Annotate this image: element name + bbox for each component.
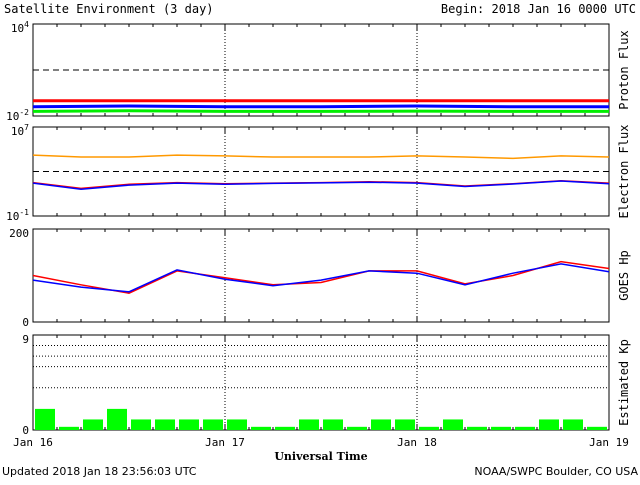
kp-bar-23 [587, 427, 607, 430]
kp-bar-8 [227, 419, 247, 430]
series-goes-hp-blue [33, 264, 609, 292]
kp-bar-22 [563, 419, 583, 430]
kp-bar-13 [347, 427, 367, 430]
panel-electron-flux-frame [33, 127, 609, 216]
kp-bar-11 [299, 419, 319, 430]
kp-bar-21 [539, 419, 559, 430]
y-tick-label-electron-flux-top: 107 [11, 123, 29, 138]
panel-goes-hp-frame [33, 229, 609, 322]
kp-bar-5 [155, 419, 175, 430]
y-tick-label-electron-flux-bottom: 10-1 [6, 208, 29, 223]
series-proton-flux-green [33, 111, 609, 112]
y-tick-label-estimated-kp-top: 9 [22, 333, 29, 346]
panels: 104 10-2 Proton Flux 107 10-1 Electron Flux 20… [6, 20, 631, 437]
begin-time: Begin: 2018 Jan 16 0000 UTC [441, 2, 636, 16]
kp-bar-2 [83, 419, 103, 430]
kp-bar-16 [419, 427, 439, 430]
kp-bar-0 [35, 409, 55, 430]
kp-bar-4 [131, 419, 151, 430]
kp-bar-10 [275, 427, 295, 430]
x-tick-label-3: Jan 19 [589, 436, 629, 449]
y-axis-label-goes-hp: GOES Hp [617, 250, 631, 301]
series-proton-flux-blue [33, 106, 609, 107]
x-tick-label-0: Jan 16 [13, 436, 53, 449]
kp-bar-18 [467, 427, 487, 430]
series-goes-hp-red [33, 262, 609, 294]
y-tick-label-goes-hp-top: 200 [9, 227, 29, 240]
x-tick-label-2: Jan 18 [397, 436, 437, 449]
y-tick-label-proton-flux-top: 104 [11, 20, 29, 35]
kp-bar-9 [251, 427, 271, 430]
kp-bar-6 [179, 419, 199, 430]
credit-label: NOAA/SWPC Boulder, CO USA [474, 465, 638, 478]
y-axis-label-estimated-kp: Estimated Kp [617, 339, 631, 426]
kp-bar-7 [203, 419, 223, 430]
kp-bar-3 [107, 409, 127, 430]
chart-title: Satellite Environment (3 day) [4, 2, 214, 16]
y-axis-label-proton-flux: Proton Flux [617, 30, 631, 109]
x-tick-label-1: Jan 17 [205, 436, 245, 449]
kp-bar-12 [323, 419, 343, 430]
kp-bar-20 [515, 427, 535, 430]
kp-bar-19 [491, 427, 511, 430]
y-axis-label-electron-flux: Electron Flux [617, 125, 631, 219]
y-tick-label-goes-hp-bottom: 0 [22, 316, 29, 329]
series-electron-flux-orange [33, 155, 609, 158]
updated-timestamp: Updated 2018 Jan 18 23:56:03 UTC [2, 465, 197, 478]
series-electron-flux-red [33, 181, 609, 189]
x-axis-label: Universal Time [274, 450, 367, 463]
kp-bar-14 [371, 419, 391, 430]
kp-bar-1 [59, 427, 79, 430]
kp-bar-17 [443, 419, 463, 430]
kp-bar-15 [395, 419, 415, 430]
y-tick-label-proton-flux-bottom: 10-2 [6, 108, 29, 123]
